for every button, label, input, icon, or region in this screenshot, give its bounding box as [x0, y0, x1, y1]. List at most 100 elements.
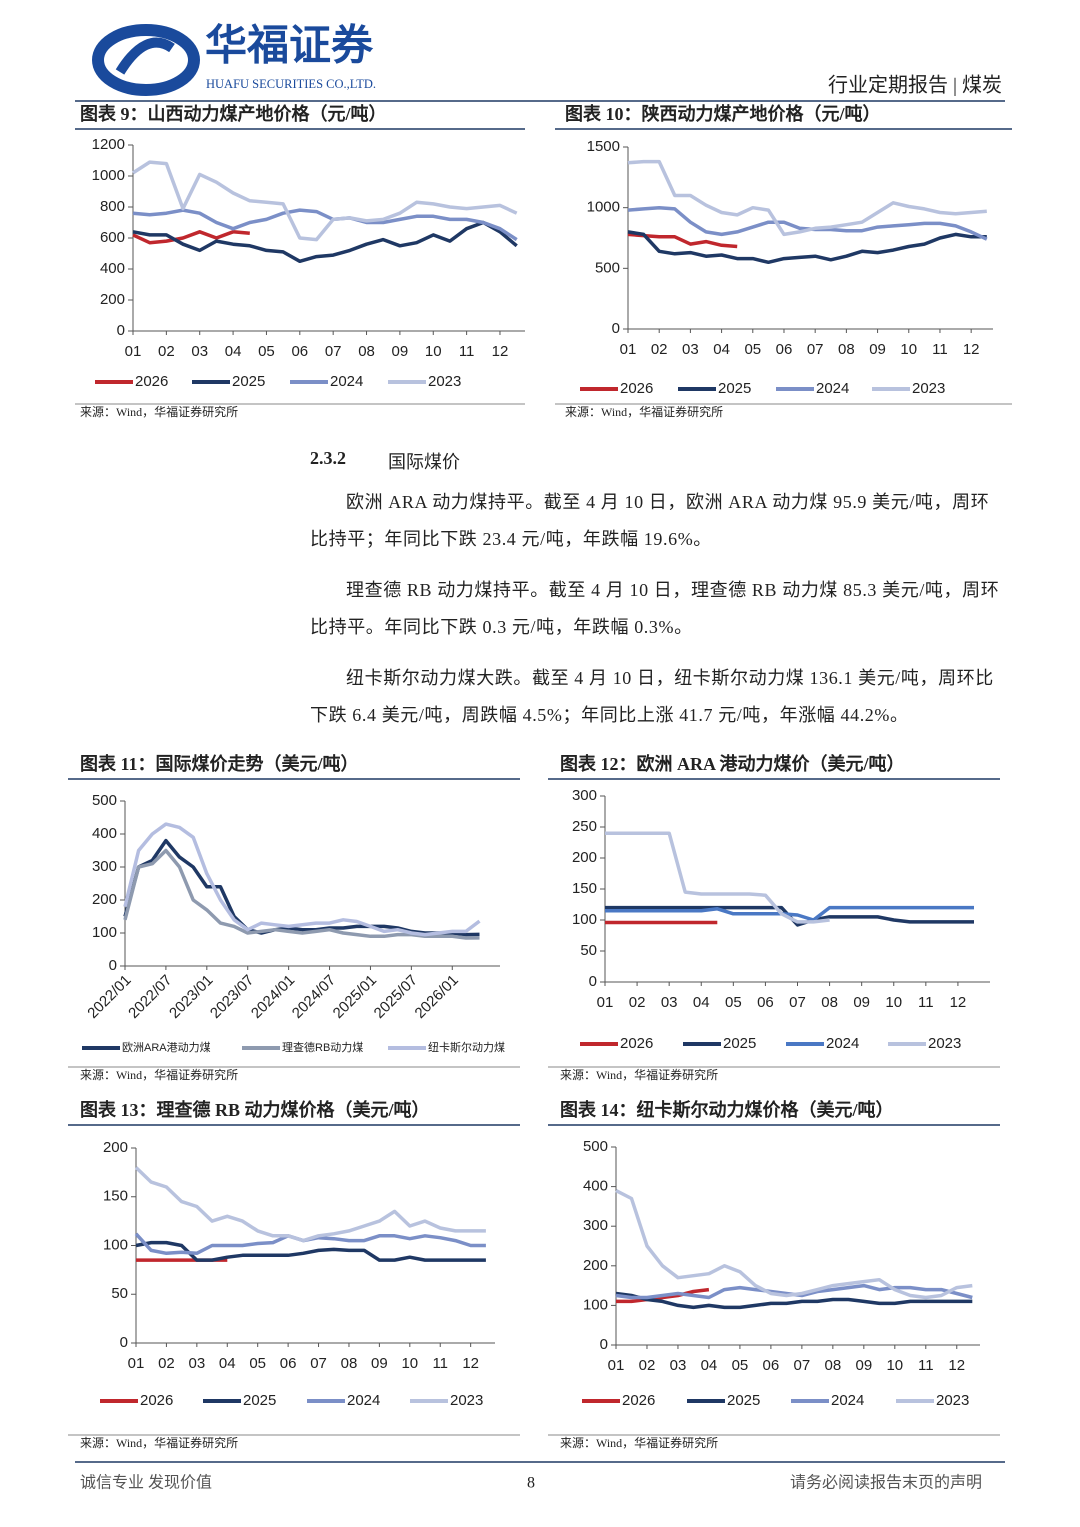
- y-tick-label: 100: [572, 911, 597, 928]
- x-tick-label: 01: [608, 1357, 625, 1374]
- series-line: [123, 838, 480, 937]
- series-line: [132, 160, 518, 242]
- y-tick-label: 400: [92, 825, 117, 842]
- y-tick-label: 800: [100, 198, 125, 215]
- legend-label: 2026: [620, 380, 653, 397]
- series-line: [123, 822, 481, 937]
- y-tick-label: 200: [100, 291, 125, 308]
- series-line: [615, 1291, 973, 1310]
- y-tick-label: 1000: [587, 199, 620, 216]
- legend-label: 2024: [831, 1392, 864, 1409]
- legend-label: 2024: [816, 380, 849, 397]
- x-tick-label: 2026/01: [412, 972, 462, 1022]
- x-tick-label: 07: [807, 341, 824, 358]
- x-tick-label: 08: [838, 341, 855, 358]
- x-tick-label: 05: [249, 1355, 266, 1372]
- x-tick-label: 2025/01: [330, 972, 380, 1022]
- x-tick-label: 02: [158, 343, 175, 360]
- legend-label: 2026: [135, 373, 168, 390]
- x-tick-label: 06: [757, 994, 774, 1011]
- legend-label: 2025: [232, 373, 265, 390]
- x-tick-label: 01: [125, 343, 142, 360]
- logo-en: HUAFU SECURITIES CO.,LTD.: [206, 77, 376, 91]
- logo-swirl: [115, 37, 175, 75]
- y-tick-label: 1000: [92, 167, 125, 184]
- x-tick-label: 2022/01: [84, 972, 134, 1022]
- y-tick-label: 200: [92, 891, 117, 908]
- chart-title: 图表 14：纽卡斯尔动力煤价格（美元/吨）: [560, 1099, 894, 1120]
- y-tick-label: 400: [100, 260, 125, 277]
- x-tick-label: 02: [158, 1355, 175, 1372]
- series-line: [616, 1287, 710, 1304]
- series-line: [627, 159, 987, 237]
- legend-label: 纽卡斯尔动力煤: [428, 1040, 505, 1054]
- x-tick-label: 05: [258, 343, 275, 360]
- legend-label: 2026: [622, 1392, 655, 1409]
- y-tick-label: 100: [103, 1236, 128, 1253]
- legend-label: 2024: [347, 1392, 380, 1409]
- footer-right: 请务必阅读报告末页的声明: [790, 1474, 982, 1492]
- x-tick-label: 10: [885, 994, 902, 1011]
- x-tick-label: 12: [950, 994, 967, 1011]
- legend-label: 2023: [450, 1392, 483, 1409]
- x-tick-label: 10: [900, 341, 917, 358]
- x-tick-label: 01: [128, 1355, 145, 1372]
- y-tick-label: 50: [111, 1285, 128, 1302]
- y-tick-label: 500: [595, 259, 620, 276]
- chart-title: 图表 13：理查德 RB 动力煤价格（美元/吨）: [80, 1099, 430, 1120]
- y-tick-label: 300: [572, 787, 597, 804]
- x-tick-label: 09: [392, 343, 409, 360]
- section-number: 2.3.2: [310, 448, 346, 468]
- x-tick-label: 06: [291, 343, 308, 360]
- x-tick-label: 04: [225, 343, 242, 360]
- x-tick-label: 02: [651, 341, 668, 358]
- legend-label: 2023: [928, 1035, 961, 1052]
- section-title: 国际煤价: [388, 452, 460, 472]
- y-tick-label: 300: [92, 858, 117, 875]
- x-tick-label: 2025/07: [371, 972, 421, 1022]
- legend-label: 2025: [723, 1035, 756, 1052]
- x-tick-label: 12: [963, 341, 980, 358]
- x-tick-label: 03: [661, 994, 678, 1011]
- x-tick-label: 01: [597, 994, 614, 1011]
- x-tick-label: 04: [219, 1355, 236, 1372]
- legend-label: 2023: [936, 1392, 969, 1409]
- x-tick-label: 10: [886, 1357, 903, 1374]
- chart-source: 来源：Wind，华福证券研究所: [565, 404, 723, 419]
- x-tick-label: 06: [763, 1357, 780, 1374]
- series-line: [135, 1240, 486, 1262]
- x-tick-label: 2024/01: [248, 972, 298, 1022]
- legend-label: 2024: [330, 373, 363, 390]
- x-tick-label: 2023/07: [207, 972, 257, 1022]
- chart-title: 图表 12：欧洲 ARA 港动力煤价（美元/吨）: [560, 753, 905, 774]
- chart-source: 来源：Wind，华福证券研究所: [80, 1435, 238, 1450]
- x-tick-label: 2023/01: [166, 972, 216, 1022]
- x-tick-label: 10: [401, 1355, 418, 1372]
- series-line: [627, 230, 987, 265]
- y-tick-label: 150: [103, 1188, 128, 1205]
- paragraph: 欧洲 ARA 动力煤持平。截至 4 月 10 日，欧洲 ARA 动力煤 95.9…: [310, 492, 990, 549]
- x-tick-label: 11: [918, 1357, 934, 1374]
- y-tick-label: 0: [117, 322, 125, 339]
- x-tick-label: 04: [713, 341, 730, 358]
- y-tick-label: 0: [589, 973, 597, 990]
- x-tick-label: 05: [725, 994, 742, 1011]
- x-tick-label: 12: [492, 343, 509, 360]
- x-tick-label: 11: [432, 1355, 448, 1372]
- legend-label: 欧洲ARA港动力煤: [122, 1041, 211, 1054]
- x-tick-label: 06: [776, 341, 793, 358]
- y-tick-label: 200: [103, 1139, 128, 1156]
- x-tick-label: 04: [701, 1357, 718, 1374]
- x-tick-label: 09: [853, 994, 870, 1011]
- paragraph: 理查德 RB 动力煤持平。截至 4 月 10 日，理查德 RB 动力煤 85.3…: [310, 580, 1000, 637]
- legend-label: 2026: [620, 1035, 653, 1052]
- y-tick-label: 500: [583, 1138, 608, 1155]
- series-line: [134, 1166, 486, 1243]
- logo-cn: 华福证券: [205, 23, 374, 70]
- legend-label: 2023: [428, 373, 461, 390]
- series-line: [132, 230, 250, 245]
- y-tick-label: 200: [583, 1257, 608, 1274]
- y-tick-label: 600: [100, 229, 125, 246]
